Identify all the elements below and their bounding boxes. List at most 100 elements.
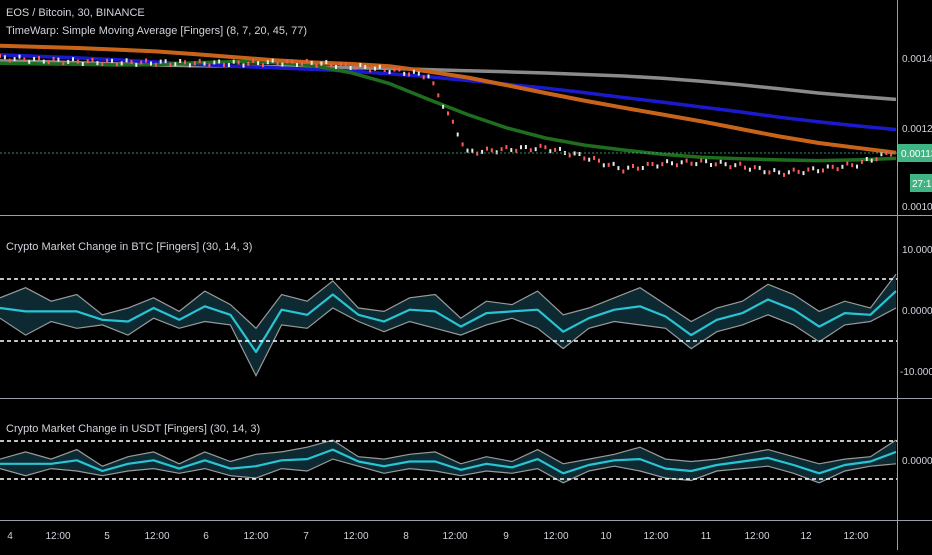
candle [393,67,396,72]
candle [856,164,858,169]
candle [627,165,630,170]
candle [500,147,503,152]
candle [710,163,712,167]
candle [641,166,644,170]
candle [271,58,274,63]
usdt-band-fill [0,440,896,483]
candle [140,60,143,65]
time-tick: 12:00 [643,531,668,542]
candle [661,162,664,167]
candle [135,62,138,67]
candle [729,165,732,170]
candle [792,167,795,172]
candle [758,165,761,170]
price-pane[interactable]: EOS / Bitcoin, 30, BINANCE TimeWarp: Sim… [0,7,932,213]
candle [76,59,79,64]
btc-series-layer [0,273,897,378]
candle [797,169,800,174]
candle [52,56,55,61]
candle [705,159,708,164]
price-series-layer [0,43,897,177]
candle [486,146,488,151]
candle [841,164,844,169]
candle [656,164,659,169]
candle [310,60,313,65]
time-tick: 4 [7,531,13,542]
time-axis[interactable]: 4 12:00 5 12:00 6 12:00 7 12:00 8 12:00 … [7,531,869,542]
candle [617,166,620,171]
candle [232,59,235,64]
candle [257,61,260,66]
candle [568,153,571,158]
candle [559,146,561,151]
candle [573,151,576,156]
candle [768,170,771,175]
candle [62,61,65,66]
candle [38,56,40,61]
usdt-signal-line [0,448,897,475]
candle [227,63,230,67]
candle [763,170,766,175]
candle [714,162,717,167]
price-tick-0012: 0.0012000 [902,124,932,135]
time-tick: 12:00 [243,531,268,542]
candle [81,62,84,66]
usdt-pane[interactable]: Crypto Market Change in USDT [Fingers] (… [0,423,932,484]
candle [203,61,206,66]
candle [675,163,678,168]
candle [515,148,518,153]
candle [875,157,878,162]
candle [179,59,182,63]
candle [359,63,362,67]
candle [773,168,776,173]
candle [598,158,600,163]
candle [101,62,104,66]
btc-tick-neg10: -10.0000 [900,367,932,378]
candle [145,58,148,63]
candle [218,59,221,64]
btc-pane[interactable]: Crypto Market Change in BTC [Fingers] (3… [0,241,932,378]
candle [164,59,167,64]
candle [325,60,328,65]
candle [783,172,785,177]
candle [490,148,493,153]
candle [33,57,36,61]
time-tick: 11 [701,531,712,542]
candle [831,164,834,169]
btc-band-fill [0,274,896,376]
candle [262,63,264,68]
btc-tick-10: 10.0000 [902,245,932,256]
candle [247,61,250,66]
candle [544,145,547,150]
candle [646,161,649,166]
candle [622,169,625,174]
candle [539,143,542,148]
candle [734,163,737,168]
last-price-label: 0.0011357 [901,149,932,160]
candle [374,66,376,71]
time-tick: 12:00 [744,531,769,542]
candle [412,69,415,74]
candle [588,157,591,162]
candle [495,150,498,155]
candle [807,167,810,172]
symbol-title: EOS / Bitcoin, 30, BINANCE [6,7,145,19]
usdt-indicator-title: Crypto Market Change in USDT [Fingers] (… [6,423,260,435]
time-tick: 12:00 [144,531,169,542]
candle [602,163,605,168]
usdt-tick-0: 0.0000 [902,456,932,467]
candle [700,158,703,163]
candle [242,63,245,68]
candle [57,57,60,62]
candle [47,60,50,65]
candle [91,57,94,62]
candle [812,166,815,171]
candle [130,60,133,65]
candle [778,170,781,175]
candle [636,166,639,171]
candle [86,59,89,64]
candle [607,162,610,167]
candle [748,167,751,172]
